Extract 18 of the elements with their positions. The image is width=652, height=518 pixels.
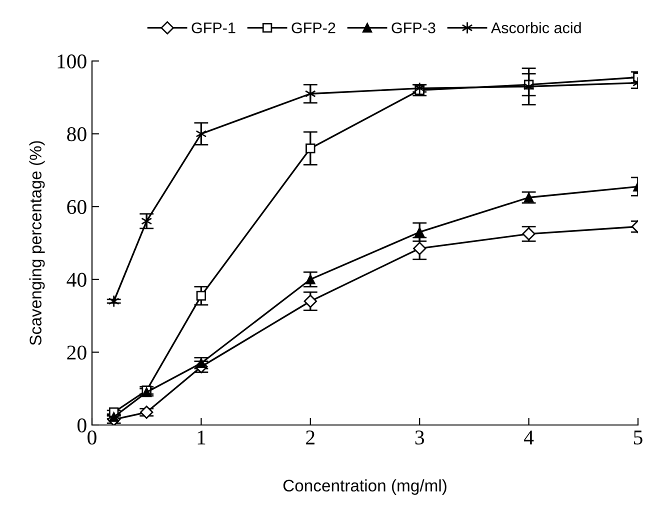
x-tick-label: 3 [415, 430, 424, 445]
x-tick-label: 1 [198, 430, 206, 444]
x-tick-label: 5 [634, 430, 642, 445]
legend-label: Ascorbic acid [490, 22, 581, 34]
x-tick-label: 4 [524, 430, 534, 444]
y-tick-label: 80 [67, 127, 86, 142]
y-tick-label: 20 [67, 346, 86, 360]
y-tick-label: 60 [67, 200, 86, 214]
y-axis-title: Scavenging percentage (%) [29, 141, 45, 346]
x-tick-label: 0 [88, 430, 96, 445]
legend-label: GFP-3 [392, 22, 436, 34]
x-axis-title: Concentration (mg/ml) [283, 479, 446, 495]
y-tick-label: 40 [66, 272, 86, 287]
y-tick-label: 0 [78, 418, 86, 432]
legend-label: GFP-1 [192, 22, 236, 34]
y-tick-label: 100 [58, 54, 86, 68]
legend-label: GFP-2 [292, 22, 336, 34]
x-tick-label: 2 [306, 430, 314, 444]
